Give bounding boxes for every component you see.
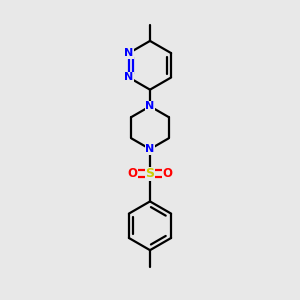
Text: N: N [124,73,134,82]
Text: S: S [146,167,154,180]
Text: O: O [163,167,173,180]
Text: O: O [127,167,137,180]
Text: N: N [146,144,154,154]
Text: N: N [146,101,154,111]
Text: N: N [124,48,134,58]
